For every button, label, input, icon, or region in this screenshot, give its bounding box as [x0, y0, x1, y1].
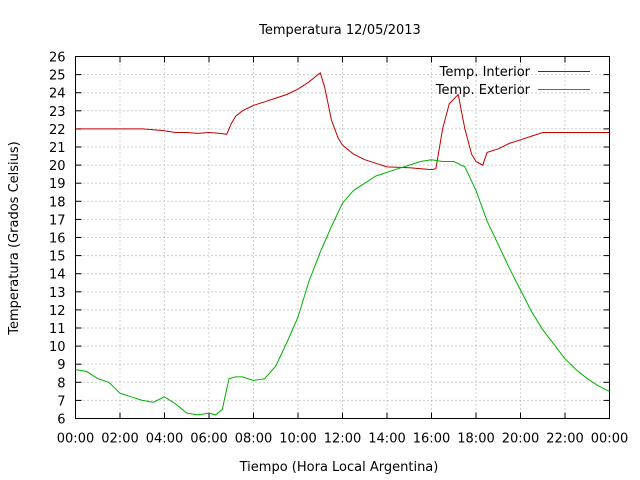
x-tick-label: 14:00 [368, 432, 405, 447]
y-tick-label: 11 [49, 322, 66, 337]
y-tick-label: 19 [49, 177, 66, 192]
y-tick-label: 15 [49, 250, 66, 265]
y-tick-label: 16 [49, 232, 66, 247]
axis-ticks: 6 7 8 9 10 11 12 13 14 15 16 17 18 19 20 21 22 23 24 25 26 00… [49, 51, 628, 447]
y-axis-label: Temperatura (Grados Celsius) [7, 141, 22, 335]
y-tick-label: 14 [49, 268, 66, 283]
y-tick-label: 18 [49, 195, 66, 210]
series-line-interior [75, 71, 610, 171]
legend: Temp. Interior Temp. Exterior [435, 65, 590, 98]
y-tick-label: 17 [49, 213, 66, 228]
x-tick-label: 00:00 [57, 432, 94, 447]
series-group [75, 71, 610, 416]
y-tick-label: 9 [57, 358, 65, 373]
x-tick-label: 00:00 [591, 432, 628, 447]
chart-title: Temperatura 12/05/2013 [258, 23, 421, 38]
x-tick-label: 04:00 [146, 432, 183, 447]
x-tick-label: 06:00 [190, 432, 227, 447]
series-line-exterior [75, 159, 610, 416]
y-tick-label: 24 [49, 87, 66, 102]
y-tick-label: 7 [57, 394, 65, 409]
x-tick-label: 12:00 [324, 432, 361, 447]
y-tick-label: 13 [49, 286, 66, 301]
x-tick-label: 02:00 [101, 432, 138, 447]
y-tick-label: 21 [49, 141, 66, 156]
y-tick-label: 8 [57, 376, 65, 391]
y-tick-label: 20 [49, 159, 66, 174]
x-tick-label: 10:00 [279, 432, 316, 447]
y-tick-label: 26 [49, 51, 66, 66]
y-tick-label: 23 [49, 105, 66, 120]
x-tick-label: 08:00 [235, 432, 272, 447]
y-tick-label: 12 [49, 304, 66, 319]
x-tick-label: 16:00 [413, 432, 450, 447]
x-tick-label: 18:00 [457, 432, 494, 447]
y-tick-label: 25 [49, 69, 66, 84]
x-tick-label: 20:00 [502, 432, 539, 447]
grid [75, 56, 610, 419]
x-tick-label: 22:00 [546, 432, 583, 447]
x-axis-label: Tiempo (Hora Local Argentina) [239, 460, 439, 475]
y-tick-label: 22 [49, 123, 66, 138]
legend-label-exterior: Temp. Exterior [435, 83, 531, 98]
y-tick-label: 6 [57, 413, 65, 428]
y-tick-label: 10 [49, 340, 66, 355]
legend-label-interior: Temp. Interior [439, 65, 531, 80]
